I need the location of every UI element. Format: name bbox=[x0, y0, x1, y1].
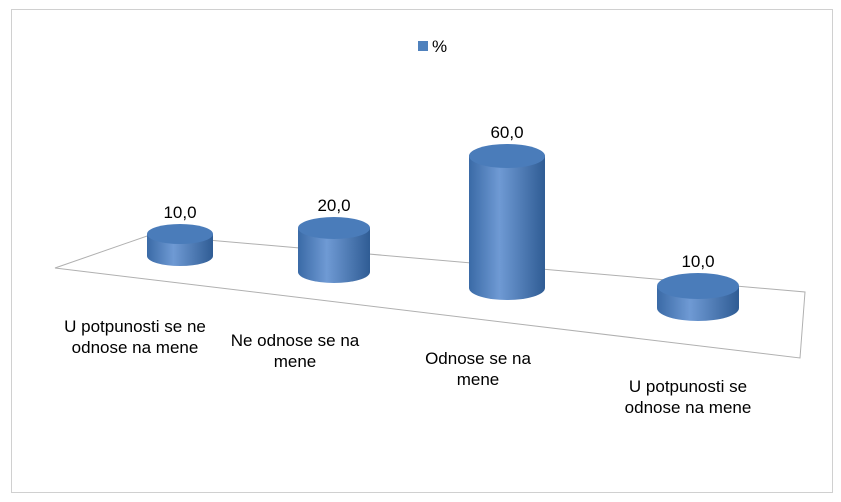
bar-body bbox=[469, 156, 545, 300]
chart-border bbox=[11, 9, 833, 493]
bar bbox=[469, 144, 545, 300]
floor bbox=[54, 234, 806, 359]
bar bbox=[298, 217, 370, 283]
data-label: 10,0 bbox=[681, 252, 714, 271]
bar-top bbox=[298, 217, 370, 239]
x-tick-label: U potpunosti se odnose na mene bbox=[624, 377, 752, 417]
x-tick-label: Odnose se na mene bbox=[425, 349, 531, 389]
data-label: 10,0 bbox=[163, 203, 196, 222]
legend-label: % bbox=[432, 37, 447, 56]
bar-body bbox=[298, 228, 370, 283]
bar bbox=[147, 224, 213, 266]
data-label: 20,0 bbox=[317, 196, 350, 215]
bar-top bbox=[469, 144, 545, 168]
legend-swatch bbox=[418, 41, 428, 51]
data-label: 60,0 bbox=[490, 123, 523, 142]
bar-top bbox=[147, 224, 213, 244]
bar-top bbox=[657, 273, 739, 299]
x-tick-label: Ne odnose se na mene bbox=[230, 331, 360, 371]
x-tick-label: U potpunosti se ne odnose na mene bbox=[64, 317, 206, 357]
bar bbox=[657, 273, 739, 321]
